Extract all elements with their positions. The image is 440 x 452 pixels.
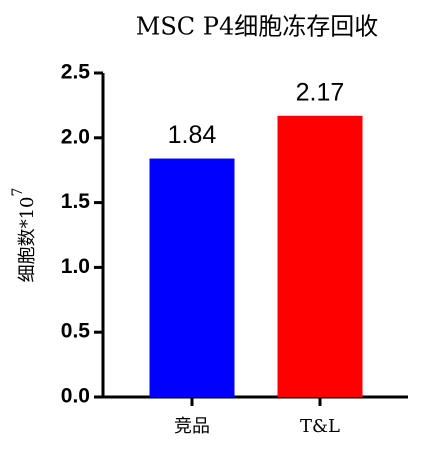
y-axis-label-text: 细胞数*10 bbox=[17, 197, 38, 283]
y-tick-label: 1.5 bbox=[61, 190, 91, 213]
y-tick-label: 2.0 bbox=[61, 125, 90, 148]
y-tick-label: 1.0 bbox=[61, 255, 90, 278]
bar bbox=[149, 158, 235, 397]
chart-title: MSC P4细胞冻存回收 bbox=[136, 13, 378, 41]
x-tick-label: T&L bbox=[300, 416, 340, 437]
y-axis-label-exponent: 7 bbox=[10, 188, 26, 197]
x-tick-label: 竞品 bbox=[174, 416, 210, 437]
data-label: 2.17 bbox=[296, 78, 345, 106]
y-tick-label: 0.5 bbox=[61, 320, 91, 343]
data-label: 1.84 bbox=[168, 121, 217, 149]
y-tick-label: 0.0 bbox=[61, 385, 90, 408]
y-tick-label: 2.5 bbox=[61, 61, 91, 84]
bar bbox=[277, 115, 363, 397]
y-axis-label: 细胞数*107 bbox=[10, 188, 38, 283]
